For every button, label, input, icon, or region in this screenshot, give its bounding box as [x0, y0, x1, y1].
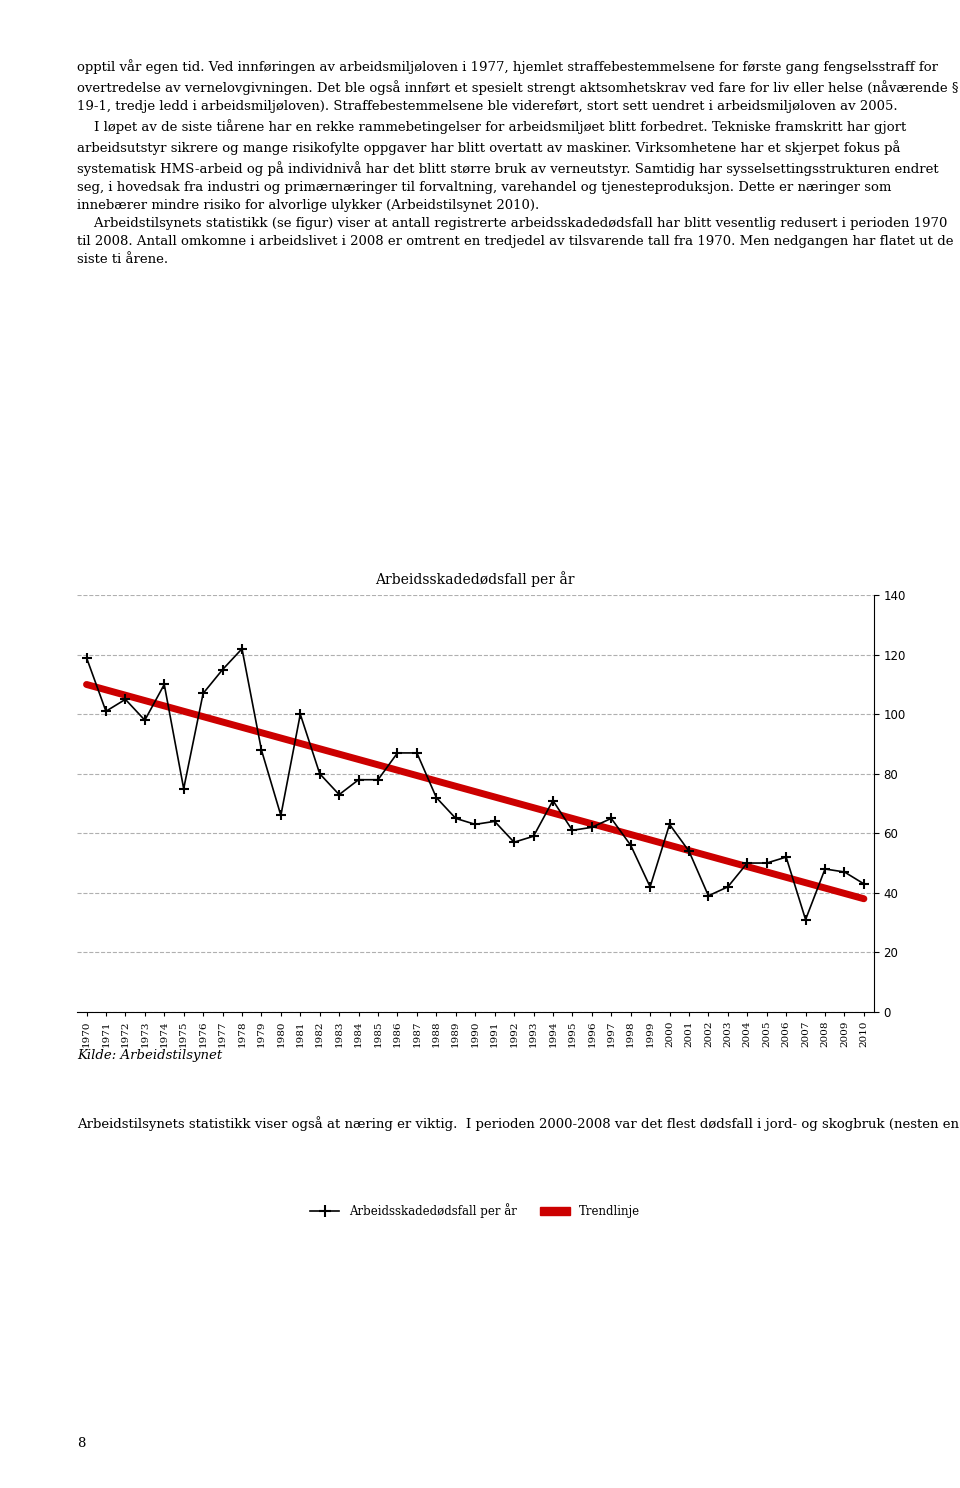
- Text: Kilde: Arbeidstilsynet: Kilde: Arbeidstilsynet: [77, 1049, 222, 1062]
- Text: 8: 8: [77, 1437, 85, 1449]
- Title: Arbeidsskadedødsfall per år: Arbeidsskadedødsfall per år: [375, 571, 575, 588]
- Text: Arbeidstilsynets statistikk viser også at næring er viktig.  I perioden 2000-200: Arbeidstilsynets statistikk viser også a…: [77, 1116, 960, 1131]
- Legend: Arbeidsskadedødsfall per år, Trendlinje: Arbeidsskadedødsfall per år, Trendlinje: [305, 1198, 645, 1223]
- Text: opptil vår egen tid. Ved innføringen av arbeidsmiljøloven i 1977, hjemlet straff: opptil vår egen tid. Ved innføringen av …: [77, 60, 958, 266]
